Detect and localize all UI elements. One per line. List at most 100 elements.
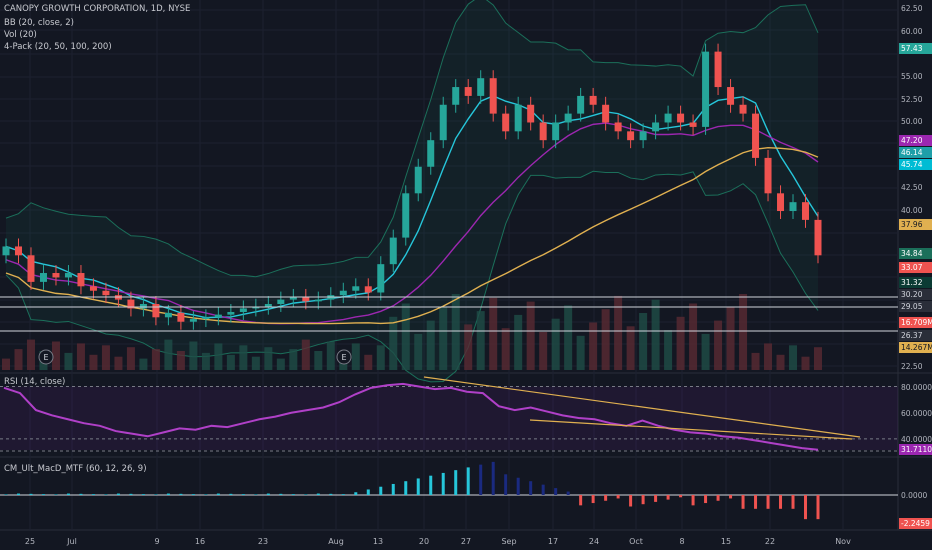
rsi-axis-tick: 80.0000: [901, 382, 932, 392]
volume-bar: [726, 307, 735, 370]
time-axis-label[interactable]: 17: [548, 537, 558, 546]
earnings-marker-label: E: [43, 353, 48, 362]
macd-histogram-bar: [591, 495, 595, 504]
time-axis-label[interactable]: 25: [25, 537, 35, 546]
time-axis-label[interactable]: Aug: [328, 537, 344, 546]
indicator-volume-label[interactable]: Vol (20): [4, 30, 37, 40]
volume-bar: [451, 294, 460, 370]
candle-body: [602, 104, 610, 123]
earnings-marker-label: E: [341, 353, 346, 362]
candle-body: [2, 246, 10, 256]
candle-body: [589, 95, 597, 105]
price-label-badge: 31.32: [899, 277, 932, 288]
macd-histogram-bar: [716, 495, 720, 501]
time-axis-label[interactable]: 16: [195, 537, 205, 546]
volume-bar: [651, 299, 660, 370]
candle-body: [352, 286, 360, 291]
macd-histogram-bar: [579, 495, 583, 506]
candle-body: [452, 87, 460, 105]
volume-bar: [151, 349, 160, 370]
indicator-bb-label[interactable]: BB (20, close, 2): [4, 18, 74, 28]
macd-histogram-bar: [41, 494, 45, 495]
candle-body: [77, 273, 85, 287]
macd-histogram-bar: [154, 494, 158, 495]
candle-body: [152, 304, 160, 318]
indicator-4pack-label[interactable]: 4-Pack (20, 50, 100, 200): [4, 42, 112, 52]
time-axis-label[interactable]: 15: [721, 537, 731, 546]
volume-bar: [64, 352, 73, 370]
rsi-value-badge: 31.7110: [899, 444, 932, 455]
macd-histogram-bar: [441, 472, 445, 495]
candle-body: [814, 219, 822, 256]
price-axis-tick: 50.00: [901, 117, 923, 126]
candle-body: [514, 104, 522, 132]
price-label-badge: 34.84: [899, 248, 932, 259]
candle-body: [227, 311, 235, 315]
time-axis-label[interactable]: 13: [373, 537, 383, 546]
time-axis-label[interactable]: Nov: [835, 537, 851, 546]
time-axis-label[interactable]: Jul: [66, 537, 77, 546]
volume-bar: [614, 295, 623, 370]
candle-body: [414, 166, 422, 194]
volume-bar: [139, 358, 148, 370]
time-axis-label[interactable]: Sep: [501, 537, 516, 546]
macd-histogram-bar: [254, 494, 258, 495]
volume-bar: [439, 307, 448, 370]
time-axis-label[interactable]: 23: [258, 537, 268, 546]
time-axis-label[interactable]: 8: [679, 537, 684, 546]
rsi-pane-label[interactable]: RSI (14, close): [4, 377, 66, 387]
macd-histogram-bar: [529, 481, 533, 495]
candle-body: [264, 304, 272, 307]
candle-body: [127, 299, 135, 309]
candle-body: [739, 104, 747, 114]
volume-bar: [751, 352, 760, 370]
candle-body: [539, 122, 547, 141]
candle-body: [177, 312, 185, 322]
rsi-line: [3, 382, 819, 451]
volume-bar: [514, 314, 523, 370]
macd-histogram-bar: [454, 470, 458, 495]
macd-histogram-bar: [316, 493, 320, 495]
price-axis-tick: 52.50: [901, 95, 923, 104]
volume-bar: [351, 343, 360, 370]
ma50-line: [5, 122, 819, 325]
candle-body: [502, 113, 510, 132]
time-axis-label[interactable]: 22: [765, 537, 775, 546]
price-axis-tick: 42.50: [901, 183, 923, 192]
price-label-badge: 33.07: [899, 262, 932, 273]
time-axis-label[interactable]: 9: [154, 537, 159, 546]
volume-bar: [251, 356, 260, 370]
volume-bar: [26, 339, 35, 370]
time-axis-label[interactable]: 20: [419, 537, 429, 546]
volume-bar: [164, 339, 173, 370]
volume-bar: [389, 316, 398, 370]
price-label-badge: 14.267M: [899, 342, 932, 353]
candle-body: [702, 51, 710, 127]
macd-histogram-bar: [554, 488, 558, 495]
macd-histogram-bar: [666, 495, 670, 500]
time-axis-label[interactable]: 24: [589, 537, 599, 546]
volume-bar: [564, 305, 573, 370]
volume-bar: [589, 322, 598, 370]
macd-histogram-bar: [329, 493, 333, 495]
volume-bar: [401, 303, 410, 370]
candle-body: [789, 202, 797, 212]
macd-histogram-bar: [741, 495, 745, 509]
candle-body: [164, 312, 172, 318]
time-axis-label[interactable]: 27: [461, 537, 471, 546]
macd-histogram-bar: [291, 494, 295, 495]
volume-bar: [601, 309, 610, 370]
volume-bar: [776, 354, 785, 370]
macd-histogram-bar: [766, 495, 770, 509]
macd-pane-label[interactable]: CM_Ult_MacD_MTF (60, 12, 26, 9): [4, 464, 147, 474]
price-label-badge: 29.05: [899, 301, 932, 312]
volume-bar: [226, 354, 235, 370]
macd-histogram-bar: [429, 475, 433, 495]
earnings-marker: [336, 349, 352, 365]
candle-body: [252, 306, 260, 309]
candle-body: [527, 104, 535, 123]
time-axis-label[interactable]: Oct: [629, 537, 643, 546]
volume-bar: [626, 326, 635, 370]
price-label-badge: 45.74: [899, 159, 932, 170]
